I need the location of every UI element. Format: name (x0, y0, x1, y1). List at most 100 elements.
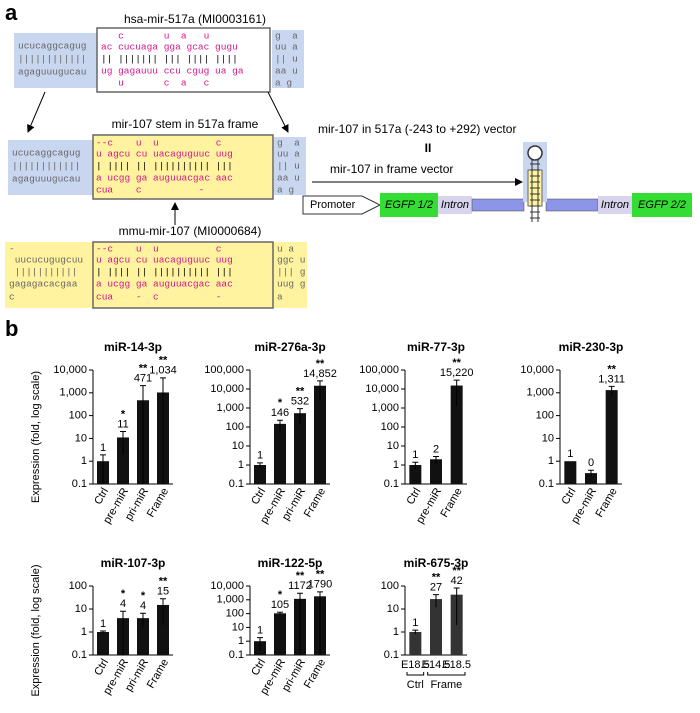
bar (117, 437, 129, 484)
sequence: u agcu cu uacaguguuc uug (96, 149, 233, 160)
bar (137, 618, 149, 655)
sequence: ||||||||||| (9, 267, 77, 278)
sequence: u agcu cu uacaguguuc uug (96, 255, 233, 266)
x-tick-label: Frame (438, 486, 464, 520)
error-bar (140, 612, 146, 628)
x-tick-label: E18.5 (442, 659, 471, 671)
error-bar (257, 637, 263, 651)
y-tick-label: 1,000 (216, 594, 244, 606)
intron (438, 196, 472, 214)
x-tick-label: Ctrl (92, 657, 111, 678)
sequence: a g (277, 185, 294, 196)
sequence: a ucgg ga auguuacgac aac (96, 279, 233, 290)
arrow (267, 91, 289, 133)
error-bar (140, 385, 146, 484)
bar (585, 473, 597, 484)
significance: * (278, 397, 283, 409)
hairpin-loop (527, 145, 543, 161)
sequence: aa u (277, 173, 300, 184)
y-tick-label: 10,000 (53, 364, 87, 376)
y-tick-label: 100,000 (204, 364, 244, 376)
vector-label: mir-107 in 517a (-243 to +292) vector (318, 122, 516, 136)
sequence: --c u u c (96, 138, 222, 149)
y-tick-label: 0.1 (72, 649, 87, 661)
y-axis-label: Expression (fold, log scale) (30, 564, 42, 696)
group-bracket (406, 672, 425, 676)
arrow (27, 91, 46, 133)
value-label: 27 (430, 582, 442, 594)
egfp (380, 193, 438, 217)
value-label: 1790 (308, 579, 332, 591)
chart-title: miR-276a-3p (254, 340, 325, 354)
x-tick-label: Ctrl (560, 486, 579, 507)
x-tick-label: Frame (593, 486, 619, 520)
frame-box (92, 241, 274, 309)
exon-bar (471, 198, 525, 212)
significance: ** (316, 358, 325, 370)
x-tick-label: Ctrl (249, 486, 268, 507)
significance: ** (452, 565, 461, 577)
y-tick-label: 10 (387, 603, 399, 615)
y-tick-label: 1,000 (59, 387, 87, 399)
error-bar (100, 630, 106, 634)
y-tick-label: 100 (69, 410, 87, 422)
value-label: 1 (257, 625, 263, 637)
value-label: 1 (257, 450, 263, 462)
value-label: 1 (100, 442, 106, 454)
y-tick-label: 100 (226, 421, 244, 433)
significance: ** (296, 385, 305, 397)
error-bar (317, 591, 323, 655)
sequence: gagagacacgaa (9, 279, 78, 290)
promoter-label: Promoter (310, 199, 356, 211)
sequence: cua c - (96, 185, 204, 196)
bar (409, 632, 422, 655)
value-label: 0 (588, 457, 594, 469)
sequence: |||||||||||| (12, 161, 80, 172)
y-tick-label: 1 (81, 626, 87, 638)
error-bar (120, 431, 126, 455)
y-tick-label: 1,000 (371, 402, 399, 414)
sequence: c u a u (101, 31, 209, 42)
sequence: u c a c (101, 78, 210, 89)
y-tick-label: 10 (75, 603, 87, 615)
bar (605, 390, 618, 484)
chart-title: miR-675-3p (404, 556, 469, 570)
error-bar (297, 592, 303, 655)
group-label: Frame (430, 679, 462, 691)
value-label: 2 (433, 443, 439, 455)
sequence: ug gagauuu ccu cgug ua ga (101, 66, 244, 77)
bar (254, 465, 266, 484)
exon-bar (545, 198, 599, 212)
x-tick-label: E14.5 (422, 659, 451, 671)
significance: * (121, 588, 126, 600)
sequence: a (277, 292, 283, 303)
bar (564, 461, 577, 484)
error-bar (608, 385, 615, 397)
bar (157, 604, 169, 655)
group-label: Ctrl (407, 679, 424, 691)
egfp (632, 193, 692, 217)
value-label: 4 (140, 600, 146, 612)
y-tick-label: 0.1 (384, 649, 399, 661)
y-tick-label: 0.1 (229, 649, 244, 661)
y-tick-label: 0.1 (229, 478, 244, 490)
sequence: uucucugugcuu (9, 255, 83, 266)
y-tick-label: 10 (232, 440, 244, 452)
value-label: 1 (567, 448, 573, 460)
sequence: || u (277, 161, 300, 172)
bar (274, 423, 286, 484)
value-label: 14,852 (303, 368, 337, 380)
bar (314, 385, 326, 484)
bar (450, 385, 463, 484)
sequence: | |||| || |||||||||| ||| (96, 161, 233, 172)
chart-title: miR-77-3p (407, 340, 465, 354)
sequence: aa u (275, 66, 298, 77)
sequence: uu a (275, 42, 298, 53)
y-tick-label: 1 (238, 459, 244, 471)
sequence: ||| g (277, 267, 306, 278)
error-bar (160, 377, 166, 484)
sequence: g a (275, 31, 298, 42)
intron-label: Intron (601, 199, 629, 211)
panel-label: b (5, 316, 18, 341)
loop-box (274, 137, 306, 195)
